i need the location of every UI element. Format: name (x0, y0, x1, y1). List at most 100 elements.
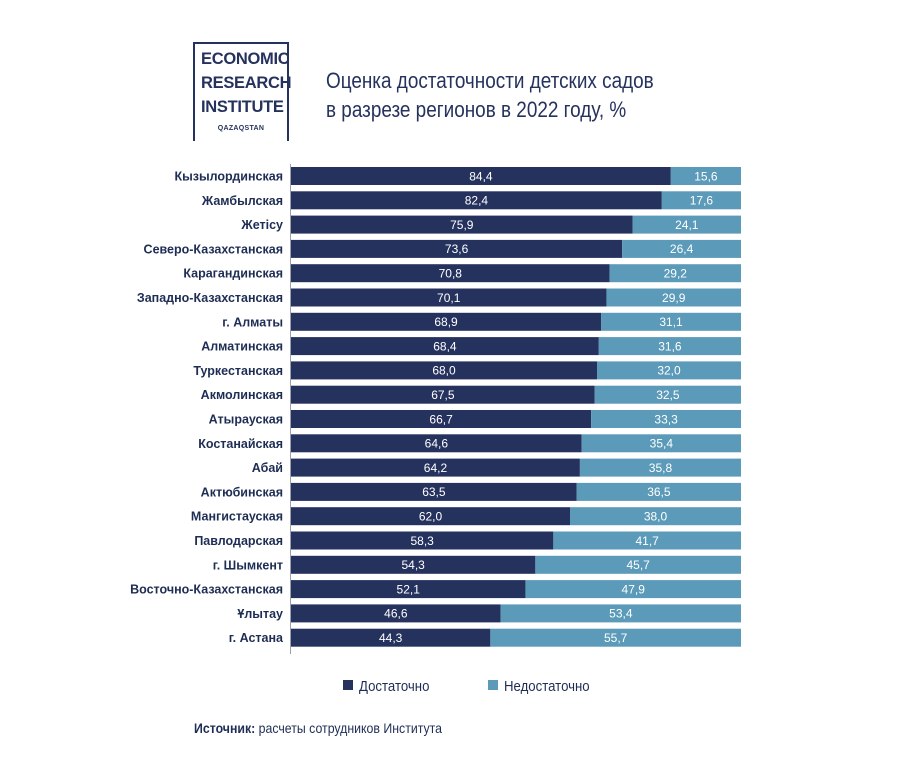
bar-sufficient (291, 215, 633, 234)
data-label-sufficient: 63,5 (422, 485, 446, 499)
chart-title: Оценка достаточности детских садов в раз… (326, 66, 654, 124)
bar-sufficient (291, 191, 662, 210)
data-label-sufficient: 66,7 (429, 412, 453, 426)
bar-insufficient (576, 482, 741, 501)
category-axis-line (290, 164, 291, 654)
bar-sufficient (291, 580, 526, 599)
legend-label-sufficient: Достаточно (359, 678, 430, 695)
bar-sufficient (291, 361, 597, 380)
bar-sufficient (291, 628, 491, 647)
data-label-sufficient: 84,4 (469, 169, 493, 183)
data-label-sufficient: 52,1 (397, 582, 421, 596)
data-label-sufficient: 44,3 (379, 631, 403, 645)
bar-sufficient (291, 385, 595, 404)
bar-insufficient (581, 434, 741, 453)
bar-sufficient (291, 458, 580, 477)
data-label-insufficient: 17,6 (690, 194, 714, 208)
category-label: г. Алматы (222, 315, 283, 329)
category-label: Кызылординская (174, 170, 283, 184)
bar-sufficient (291, 264, 610, 283)
data-label-sufficient: 75,9 (450, 218, 474, 232)
category-label: Мангистауская (191, 510, 283, 524)
data-label-insufficient: 32,5 (656, 388, 680, 402)
data-label-insufficient: 29,9 (662, 291, 686, 305)
bar-insufficient (606, 288, 741, 307)
bar-insufficient (579, 458, 741, 477)
bar-sufficient (291, 312, 602, 331)
legend-swatch-sufficient (343, 680, 353, 690)
category-label: Атырауская (209, 413, 283, 427)
data-label-insufficient: 45,7 (626, 558, 650, 572)
bar-sufficient (291, 531, 554, 550)
category-label: Северо-Казахстанская (144, 242, 283, 256)
data-label-sufficient: 73,6 (445, 242, 469, 256)
data-label-insufficient: 35,8 (649, 461, 673, 475)
data-label-insufficient: 33,3 (654, 412, 678, 426)
data-label-sufficient: 46,6 (384, 607, 408, 621)
source-label: Источник: (194, 720, 256, 736)
bar-insufficient (670, 167, 741, 185)
category-label: Жетісу (240, 218, 283, 232)
data-label-sufficient: 64,2 (424, 461, 448, 475)
data-label-insufficient: 55,7 (604, 631, 628, 645)
bar-sufficient (291, 482, 577, 501)
data-label-sufficient: 58,3 (410, 534, 434, 548)
bar-insufficient (661, 191, 741, 210)
category-label: Ұлытау (237, 607, 283, 621)
bar-insufficient (535, 555, 741, 574)
bar-sufficient (291, 337, 599, 356)
data-label-sufficient: 64,6 (425, 437, 449, 451)
bar-insufficient (598, 337, 741, 356)
bar-insufficient (591, 410, 741, 428)
data-label-sufficient: 82,4 (465, 194, 489, 208)
category-label: Абай (252, 461, 283, 475)
category-label: Костанайская (198, 437, 283, 451)
data-label-insufficient: 41,7 (635, 534, 659, 548)
category-label: Западно-Казахстанская (137, 291, 283, 305)
data-label-sufficient: 62,0 (419, 510, 443, 524)
category-label: Карагандинская (183, 267, 283, 281)
category-label: Алматинская (201, 340, 283, 354)
data-label-sufficient: 70,8 (439, 267, 463, 281)
bar-insufficient (490, 628, 741, 647)
data-label-insufficient: 53,4 (609, 607, 633, 621)
data-label-insufficient: 29,2 (664, 267, 688, 281)
bar-sufficient (291, 288, 607, 307)
category-label: г. Шымкент (213, 558, 283, 572)
data-label-sufficient: 68,4 (433, 339, 457, 353)
source-note: Источник: расчеты сотрудников Института (194, 720, 442, 736)
bar-insufficient (525, 580, 741, 599)
data-label-sufficient: 67,5 (431, 388, 455, 402)
category-label: Туркестанская (193, 364, 283, 378)
data-label-sufficient: 54,3 (401, 558, 425, 572)
bar-sufficient (291, 167, 671, 185)
bar-sufficient (291, 434, 582, 453)
category-label: Восточно-Казахстанская (130, 583, 283, 597)
legend-item-sufficient: Достаточно (343, 678, 439, 695)
institute-logo: ECONOMIC RESEARCH INSTITUTE QAZAQSTAN (193, 42, 292, 141)
chart-title-line-2: в разрезе регионов в 2022 году, % (326, 97, 627, 122)
data-label-sufficient: 70,1 (437, 291, 461, 305)
data-label-insufficient: 47,9 (622, 582, 646, 596)
data-label-sufficient: 68,0 (432, 364, 456, 378)
data-label-insufficient: 24,1 (675, 218, 699, 232)
bar-insufficient (609, 264, 741, 283)
logo-line-2: RESEARCH (201, 74, 292, 92)
data-label-insufficient: 26,4 (670, 242, 694, 256)
bar-sufficient (291, 410, 592, 428)
bar-sufficient (291, 604, 501, 623)
bar-sufficient (291, 507, 570, 526)
data-label-insufficient: 38,0 (644, 510, 668, 524)
chart-title-line-1: Оценка достаточности детских садов (326, 68, 654, 93)
legend-item-insufficient: Недостаточно (488, 678, 601, 695)
data-label-insufficient: 15,6 (694, 169, 718, 183)
category-label: Павлодарская (194, 534, 283, 548)
bar-sufficient (291, 239, 623, 258)
data-label-sufficient: 68,9 (434, 315, 458, 329)
data-label-insufficient: 31,1 (659, 315, 683, 329)
bar-insufficient (601, 312, 741, 331)
bar-insufficient (622, 239, 741, 258)
legend-swatch-insufficient (488, 680, 498, 690)
category-label: Жамбылская (201, 194, 283, 208)
